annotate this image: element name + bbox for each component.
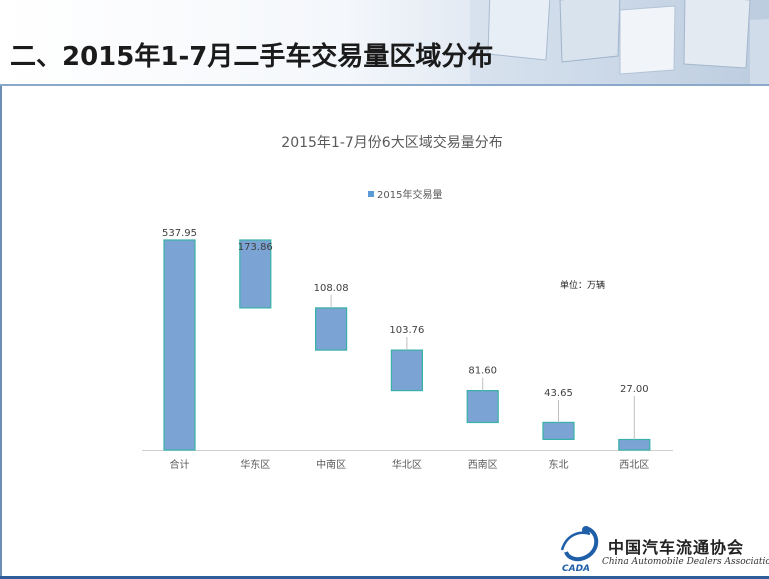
header-banner: 二、2015年1-7月二手车交易量区域分布 [0, 0, 769, 84]
legend-swatch [368, 191, 374, 197]
legend-label: 2015年交易量 [377, 188, 442, 201]
bar-zhongnan [315, 307, 348, 351]
x-tick-label-xinan: 西南区 [468, 458, 498, 471]
data-label-huadong: 173.86 [238, 242, 273, 253]
x-tick-label-dongbei: 东北 [549, 458, 569, 471]
data-label-xibei: 27.00 [620, 384, 649, 395]
data-label-xinan: 81.60 [468, 366, 497, 377]
bar-xinan [466, 390, 499, 424]
association-emblem-icon: CADA [560, 526, 599, 574]
bar-total [163, 239, 196, 451]
x-tick-label-total: 合计 [170, 458, 190, 471]
bar-huadong [239, 239, 272, 309]
svg-text:CADA: CADA [562, 564, 590, 574]
x-tick-label-xibei: 西北区 [619, 459, 649, 471]
logo-chinese-name: 中国汽车流通协会 [608, 538, 745, 557]
data-label-zhongnan: 108.08 [314, 283, 349, 294]
header-divider [0, 84, 769, 86]
cubes-decoration [470, 0, 769, 84]
association-logo: CADA 中国汽车流通协会 China Automobile Dealers A… [556, 522, 769, 576]
bar-dongbei [542, 421, 575, 440]
footer-rule [0, 576, 769, 579]
x-tick-label-huabei: 华北区 [392, 458, 422, 471]
data-label-dongbei: 43.65 [544, 388, 573, 399]
legend: 2015年交易量 [368, 188, 442, 201]
left-border [0, 86, 2, 579]
data-label-total: 537.95 [162, 228, 197, 239]
chart-title: 2015年1-7月份6大区域交易量分布 [281, 134, 502, 151]
x-tick-label-huadong: 华东区 [240, 458, 270, 471]
bar-huabei [390, 349, 423, 392]
logo-english-name: China Automobile Dealers Association [602, 557, 769, 567]
page-title: 二、2015年1-7月二手车交易量区域分布 [10, 42, 494, 72]
x-tick-label-zhongnan: 中南区 [316, 458, 346, 471]
unit-note: 单位：万辆 [560, 279, 605, 291]
bar-xibei [618, 438, 651, 451]
data-label-huabei: 103.76 [389, 325, 424, 336]
waterfall-chart: 2015年1-7月份6大区域交易量分布 2015年交易量 单位：万辆 537.9… [142, 134, 673, 471]
